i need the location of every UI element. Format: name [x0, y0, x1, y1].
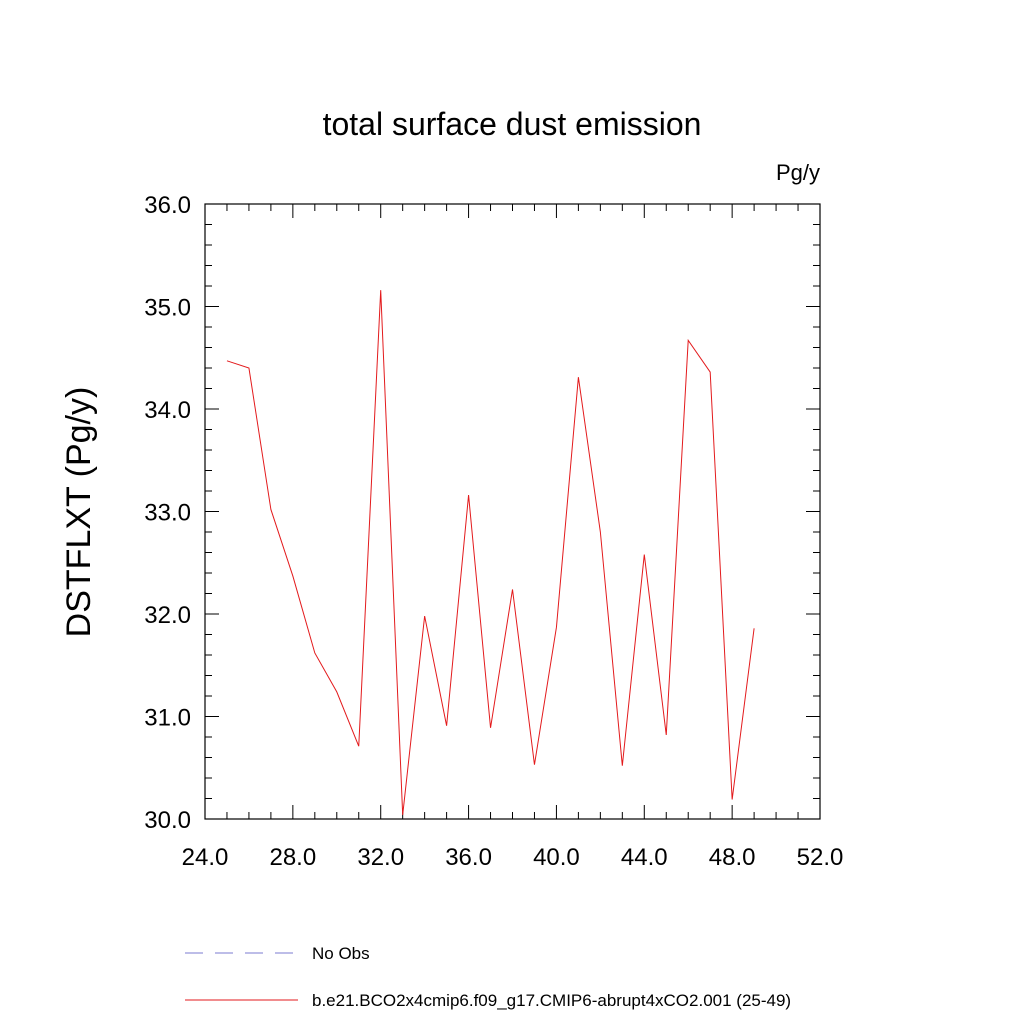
y-tick-label: 32.0: [144, 602, 191, 629]
plot-frame: [204, 203, 821, 820]
x-tick-label: 52.0: [797, 844, 844, 871]
axis-ticks: [204, 203, 821, 820]
units-label: Pg/y: [776, 160, 820, 185]
y-tick-labels: 30.0 31.0 32.0 33.0 34.0 35.0 36.0: [144, 192, 191, 834]
legend-label-0: No Obs: [312, 944, 370, 963]
x-tick-label: 48.0: [709, 844, 756, 871]
chart-title: total surface dust emission: [323, 106, 702, 142]
x-tick-label: 40.0: [533, 844, 580, 871]
legend-label-1: b.e21.BCO2x4cmip6.f09_g17.CMIP6-abrupt4x…: [312, 991, 791, 1010]
x-tick-label: 28.0: [269, 844, 316, 871]
x-tick-labels: 24.0 28.0 32.0 36.0 40.0 44.0 48.0 52.0: [182, 844, 844, 871]
y-tick-label: 30.0: [144, 807, 191, 834]
x-tick-label: 36.0: [445, 844, 492, 871]
y-tick-label: 33.0: [144, 500, 191, 527]
data-lines: [226, 290, 755, 815]
y-axis-label: DSTFLXT (Pg/y): [60, 387, 98, 638]
y-tick-label: 36.0: [144, 192, 191, 219]
x-tick-label: 24.0: [182, 844, 229, 871]
series-line-1: [226, 290, 755, 815]
y-tick-label: 35.0: [144, 295, 191, 322]
x-tick-label: 44.0: [621, 844, 668, 871]
legend: No Obs b.e21.BCO2x4cmip6.f09_g17.CMIP6-ab…: [185, 944, 791, 1010]
y-tick-label: 31.0: [144, 705, 191, 732]
x-tick-label: 32.0: [357, 844, 404, 871]
y-tick-label: 34.0: [144, 397, 191, 424]
